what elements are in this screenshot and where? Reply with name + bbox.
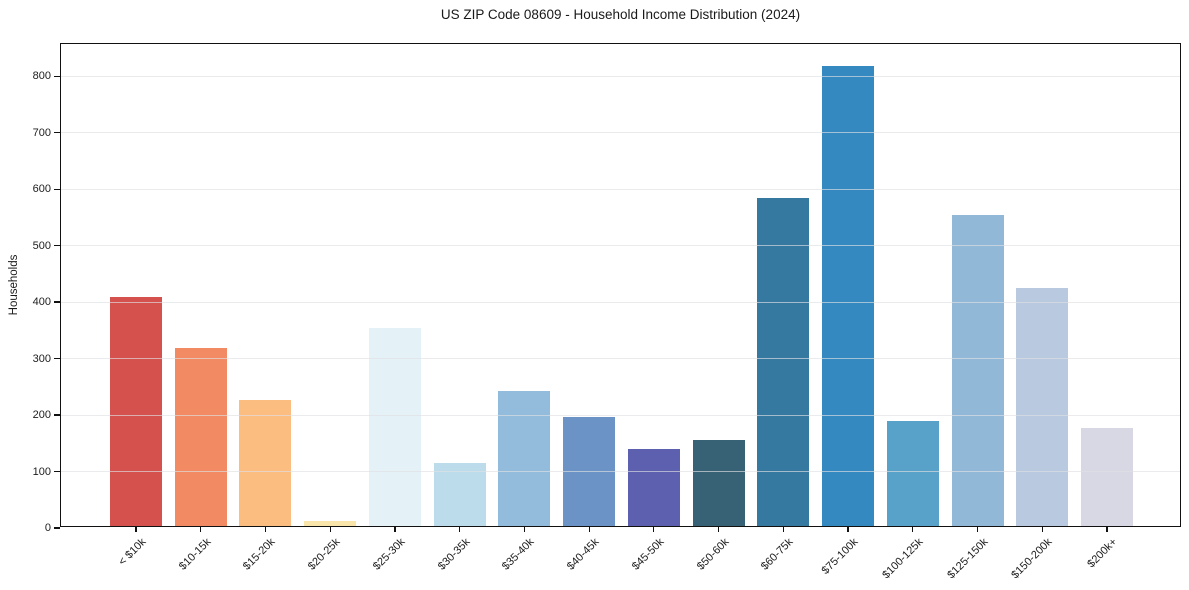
y-axis-tick bbox=[54, 75, 60, 77]
x-axis-tick bbox=[782, 526, 784, 532]
x-axis-tick bbox=[718, 526, 720, 532]
x-axis-tick bbox=[135, 526, 137, 532]
gridline bbox=[61, 471, 1180, 473]
bar bbox=[822, 65, 875, 526]
y-axis-tick bbox=[54, 188, 60, 190]
y-tick-label: 300 bbox=[32, 352, 51, 365]
bar bbox=[304, 521, 357, 526]
bar bbox=[1016, 288, 1069, 526]
bar bbox=[886, 420, 939, 526]
bar bbox=[627, 449, 680, 526]
bar bbox=[757, 198, 810, 526]
bar bbox=[563, 417, 616, 526]
y-axis-tick bbox=[54, 245, 60, 247]
x-axis-tick bbox=[523, 526, 525, 532]
bar bbox=[110, 297, 162, 526]
bar bbox=[498, 391, 551, 526]
x-axis-tick bbox=[847, 526, 849, 532]
x-axis-tick bbox=[1106, 526, 1108, 532]
x-axis-tick bbox=[1041, 526, 1043, 532]
bar bbox=[239, 399, 292, 526]
bar bbox=[174, 347, 227, 526]
y-tick-label: 400 bbox=[32, 296, 51, 309]
y-axis-tick bbox=[54, 132, 60, 134]
chart-title: US ZIP Code 08609 - Household Income Dis… bbox=[440, 7, 801, 22]
y-axis-tick bbox=[54, 414, 60, 416]
x-axis-tick bbox=[264, 526, 267, 532]
x-axis-tick bbox=[976, 526, 979, 532]
y-axis-tick bbox=[54, 470, 60, 473]
gridline bbox=[61, 245, 1180, 247]
gridline bbox=[61, 188, 1180, 190]
plot-area: 0 100 200 300 400 500 600 700 800 < $10k $10-15k $1… bbox=[33, 43, 1181, 581]
y-tick-label: 700 bbox=[32, 126, 51, 139]
gridline bbox=[61, 358, 1180, 360]
x-tick-label: < $10k bbox=[116, 536, 149, 569]
bar bbox=[951, 215, 1004, 526]
y-axis-tick bbox=[54, 527, 60, 529]
bar bbox=[692, 440, 745, 526]
y-axis-tick bbox=[54, 301, 60, 303]
bar bbox=[1081, 428, 1133, 526]
y-tick-label: 600 bbox=[32, 183, 51, 196]
y-axis-tick bbox=[54, 357, 60, 360]
bar bbox=[368, 327, 421, 526]
x-axis-tick bbox=[394, 526, 396, 532]
gridline bbox=[61, 301, 1180, 303]
y-tick-label: 0 bbox=[44, 522, 51, 534]
x-axis-tick bbox=[912, 526, 914, 532]
x-axis-tick bbox=[459, 526, 461, 532]
y-tick-label: 500 bbox=[32, 239, 51, 252]
x-axis-tick bbox=[588, 526, 590, 532]
x-axis-tick bbox=[653, 526, 655, 532]
y-tick-label: 200 bbox=[32, 409, 51, 422]
gridline bbox=[61, 414, 1180, 416]
gridline bbox=[61, 132, 1180, 134]
gridline bbox=[61, 75, 1180, 77]
y-tick-label: 800 bbox=[32, 70, 51, 83]
y-tick-label: 100 bbox=[32, 465, 51, 478]
bar bbox=[433, 463, 486, 526]
x-axis-tick bbox=[329, 526, 331, 532]
x-axis-tick bbox=[200, 526, 202, 532]
